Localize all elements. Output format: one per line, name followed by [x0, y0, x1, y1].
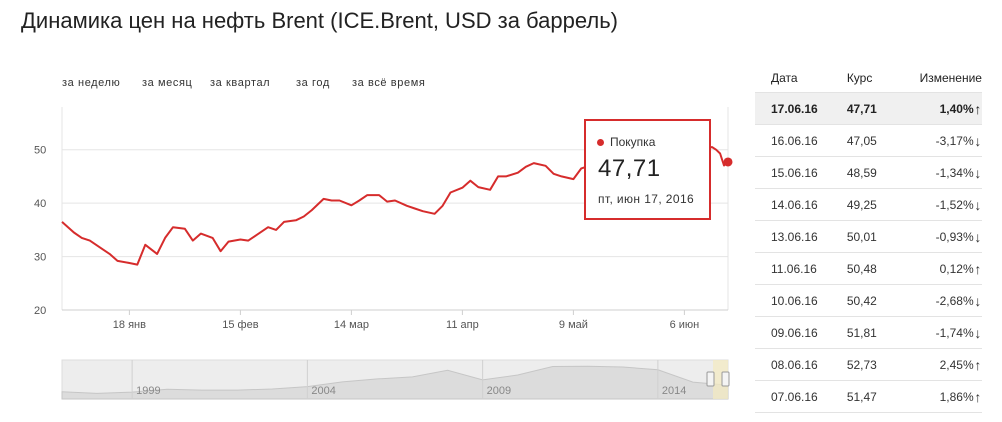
x-tick-label: 14 мар	[334, 319, 369, 331]
row-change: 1,86%	[903, 380, 974, 413]
arrow-down-icon: ↓	[973, 156, 982, 189]
table-row[interactable]: 09.06.16 51,81 -1,74% ↓	[755, 316, 982, 349]
period-option[interactable]: за неделю	[62, 77, 121, 89]
table-row[interactable]: 14.06.16 49,25 -1,52% ↓	[755, 188, 982, 221]
column-header-rate: Курс	[846, 63, 904, 93]
last-price-point[interactable]	[723, 157, 733, 167]
row-change: -3,17%	[903, 124, 974, 157]
table-row[interactable]: 10.06.16 50,42 -2,68% ↓	[755, 284, 982, 317]
table-row[interactable]: 17.06.16 47,71 1,40% ↑	[755, 92, 982, 125]
arrow-up-icon: ↑	[973, 380, 982, 413]
table-row[interactable]: 16.06.16 47,05 -3,17% ↓	[755, 124, 982, 157]
tooltip-series-dot	[597, 139, 604, 146]
price-chart: 20 30 40 50 18 янв 15 фев 14 мар 11 апр 9 май 6 …	[34, 107, 733, 400]
row-date: 10.06.16	[755, 284, 847, 317]
navigator-year-label: 1999	[136, 385, 160, 397]
navigator-selection[interactable]	[713, 360, 728, 399]
column-header-date: Дата	[755, 63, 847, 93]
table-row[interactable]: 15.06.16 48,59 -1,34% ↓	[755, 156, 982, 189]
row-rate: 50,01	[846, 220, 904, 253]
table-row[interactable]: 11.06.16 50,48 0,12% ↑	[755, 252, 982, 285]
x-axis: 18 янв 15 фев 14 мар 11 апр 9 май 6 июн	[113, 310, 699, 331]
navigator-handle[interactable]	[721, 371, 730, 387]
row-rate: 47,05	[846, 124, 904, 157]
row-date: 17.06.16	[755, 92, 847, 125]
arrow-down-icon: ↓	[973, 124, 982, 157]
tooltip-series-name: Покупка	[610, 135, 656, 149]
table-header: Дата Курс Изменение	[755, 63, 982, 93]
period-option[interactable]: за месяц	[142, 77, 193, 89]
x-tick-label: 15 фев	[222, 319, 258, 331]
x-tick-label: 18 янв	[113, 319, 146, 331]
row-rate: 50,48	[846, 252, 904, 285]
row-rate: 51,81	[846, 316, 904, 349]
arrow-down-icon: ↓	[973, 188, 982, 221]
row-date: 08.06.16	[755, 348, 847, 381]
y-tick-label: 50	[34, 145, 46, 157]
row-date: 09.06.16	[755, 316, 847, 349]
row-rate: 47,71	[846, 92, 904, 125]
row-date: 11.06.16	[755, 252, 847, 285]
row-change: -1,74%	[903, 316, 974, 349]
row-date: 13.06.16	[755, 220, 847, 253]
table-row[interactable]: 08.06.16 52,73 2,45% ↑	[755, 348, 982, 381]
period-option[interactable]: за всё время	[352, 77, 426, 89]
row-change: -1,52%	[903, 188, 974, 221]
row-date: 15.06.16	[755, 156, 847, 189]
y-tick-label: 20	[34, 305, 46, 317]
y-tick-label: 30	[34, 252, 46, 264]
x-tick-label: 9 май	[559, 319, 588, 331]
y-axis: 20 30 40 50	[34, 145, 46, 317]
row-change: -2,68%	[903, 284, 974, 317]
arrow-up-icon: ↑	[973, 348, 982, 381]
row-date: 14.06.16	[755, 188, 847, 221]
period-option[interactable]: за год	[296, 77, 330, 89]
x-tick-label: 11 апр	[446, 319, 479, 331]
column-header-change: Изменение	[903, 63, 982, 93]
tooltip-date: пт, июн 17, 2016	[598, 192, 695, 206]
y-tick-label: 40	[34, 198, 46, 210]
row-date: 16.06.16	[755, 124, 847, 157]
chart-grid	[61, 107, 729, 311]
row-rate: 52,73	[846, 348, 904, 381]
table-row[interactable]: 07.06.16 51,47 1,86% ↑	[755, 380, 982, 413]
table-row[interactable]: 13.06.16 50,01 -0,93% ↓	[755, 220, 982, 253]
arrow-down-icon: ↓	[973, 316, 982, 349]
arrow-up-icon: ↑	[973, 252, 982, 285]
period-option[interactable]: за квартал	[210, 77, 271, 89]
arrow-down-icon: ↓	[973, 284, 982, 317]
row-change: -0,93%	[903, 220, 974, 253]
tooltip-value: 47,71	[598, 155, 661, 182]
page-title: Динамика цен на нефть Brent (ICE.Brent, …	[21, 8, 618, 33]
row-change: -1,34%	[903, 156, 974, 189]
range-navigator[interactable]: 1999 2004 2009 2014	[61, 359, 730, 400]
row-rate: 48,59	[846, 156, 904, 189]
row-rate: 49,25	[846, 188, 904, 221]
navigator-year-label: 2014	[662, 385, 686, 397]
row-date: 07.06.16	[755, 380, 847, 413]
row-change: 1,40%	[903, 92, 974, 125]
row-change: 0,12%	[903, 252, 974, 285]
row-rate: 50,42	[846, 284, 904, 317]
row-rate: 51,47	[846, 380, 904, 413]
navigator-year-label: 2004	[311, 385, 335, 397]
navigator-handle[interactable]	[706, 371, 715, 387]
arrow-down-icon: ↓	[973, 220, 982, 253]
arrow-up-icon: ↑	[973, 92, 982, 125]
navigator-year-label: 2009	[487, 385, 511, 397]
row-change: 2,45%	[903, 348, 974, 381]
navigator-area	[61, 365, 729, 400]
price-table: Дата Курс Изменение 17.06.16 47,71 1,40% ↑ 1…	[755, 63, 982, 413]
x-tick-label: 6 июн	[670, 319, 700, 331]
price-tooltip: Покупка 47,71 пт, июн 17, 2016	[584, 119, 711, 220]
